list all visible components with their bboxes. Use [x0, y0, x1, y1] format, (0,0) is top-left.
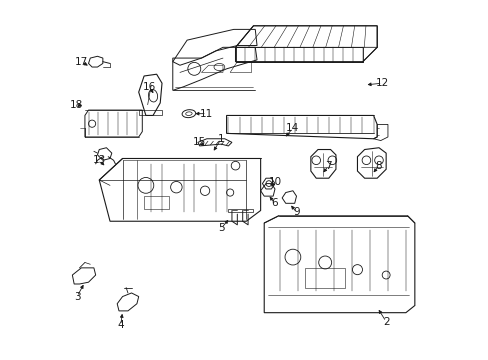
Text: 12: 12 [375, 78, 388, 88]
Text: 13: 13 [92, 155, 106, 165]
Text: 10: 10 [268, 177, 281, 187]
Text: 16: 16 [142, 82, 156, 92]
Text: 14: 14 [285, 123, 299, 133]
Text: 1: 1 [218, 134, 224, 144]
Text: 3: 3 [74, 292, 80, 302]
Text: 8: 8 [375, 161, 382, 171]
Text: 7: 7 [325, 161, 331, 171]
Text: 18: 18 [69, 100, 82, 110]
Text: 15: 15 [193, 138, 206, 147]
Text: 9: 9 [293, 207, 299, 217]
Text: 2: 2 [382, 317, 388, 327]
Text: 11: 11 [200, 109, 213, 119]
Text: 5: 5 [218, 224, 224, 233]
Text: 4: 4 [117, 320, 124, 330]
Text: 17: 17 [75, 57, 88, 67]
Text: 6: 6 [271, 198, 278, 208]
